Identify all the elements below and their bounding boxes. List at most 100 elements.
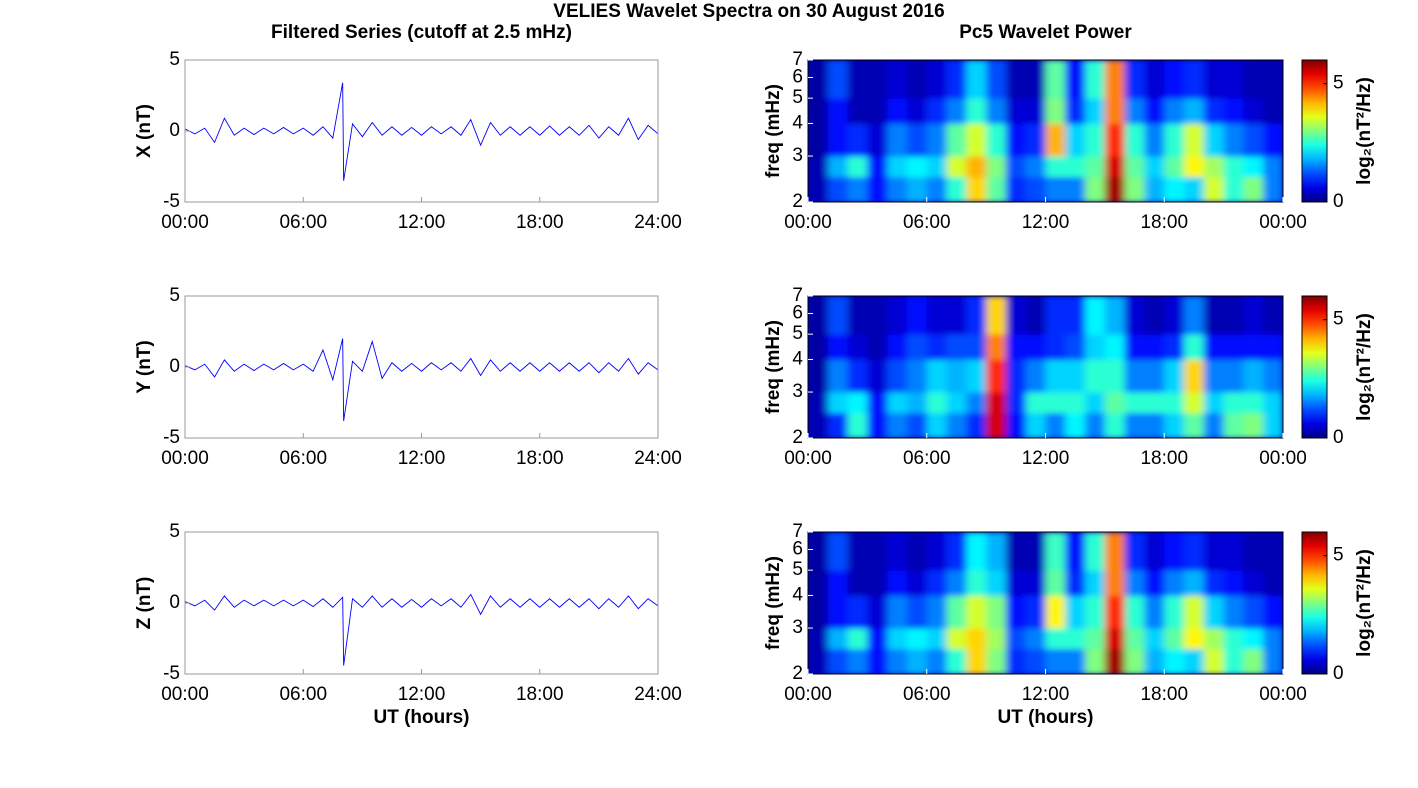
heatmap-cell — [867, 595, 888, 629]
heatmap-cell — [887, 392, 908, 414]
heatmap-cell — [1203, 595, 1225, 629]
plot-area — [185, 60, 658, 202]
heatmap-cell — [887, 412, 908, 438]
heatmap-cell — [926, 334, 948, 360]
heatmap-cell — [1203, 628, 1225, 650]
heatmap-cell — [1124, 296, 1145, 335]
heatmap-cell — [1144, 123, 1165, 157]
heatmap-cell — [1184, 176, 1205, 202]
heatmap-cell — [926, 98, 948, 124]
heatmap-cell — [1065, 648, 1086, 674]
heatmap-cell — [906, 532, 928, 571]
heatmap-cell — [808, 296, 829, 335]
heatmap-cell — [1005, 98, 1027, 124]
x-tick-label: 24:00 — [634, 212, 682, 233]
heatmap-cell — [926, 570, 948, 596]
heatmap-cell — [1164, 156, 1185, 178]
colorbar-label: log₂(nT²/Hz) — [1354, 77, 1375, 185]
heatmap-cell — [1104, 595, 1126, 629]
heatmap-cell — [1223, 392, 1244, 414]
x-tick-label: 00:00 — [161, 448, 209, 469]
heatmap-cell — [1045, 334, 1066, 360]
heatmap-cell — [1263, 532, 1283, 571]
heatmap-cell — [867, 532, 888, 571]
heatmap-cell — [1203, 392, 1225, 414]
heatmap-cell — [946, 296, 967, 335]
heatmap-cell — [906, 296, 928, 335]
heatmap-cell — [1124, 412, 1145, 438]
heatmap-cell — [966, 648, 987, 674]
heatmap-cell — [847, 412, 868, 438]
heatmap-cell — [966, 296, 987, 335]
heatmap-cell — [1104, 60, 1126, 99]
heatmap-cell — [1243, 595, 1264, 629]
x-tick-label: 18:00 — [1140, 448, 1188, 469]
colorbar-label: log₂(nT²/Hz) — [1354, 313, 1375, 421]
heatmap-cell — [1104, 648, 1126, 674]
y-tick-label: 2 — [792, 427, 803, 448]
heatmap-cell — [1045, 156, 1066, 178]
heatmap-cell — [1104, 334, 1126, 360]
heatmap-cell — [1184, 334, 1205, 360]
heatmap-cell — [867, 412, 888, 438]
heatmap-cell — [1164, 648, 1185, 674]
heatmap-cell — [1243, 359, 1264, 393]
heatmap-cell — [1243, 648, 1264, 674]
heatmap-cell — [867, 60, 888, 99]
heatmap-cell — [1243, 628, 1264, 650]
heatmap-cell — [847, 359, 868, 393]
heatmap-cell — [1085, 156, 1106, 178]
heatmap-cell — [906, 628, 928, 650]
heatmap-cell — [867, 176, 888, 202]
y-tick-label: 5 — [169, 49, 180, 70]
signal-line — [184, 82, 659, 181]
y-axis-label: Y (nT) — [134, 340, 155, 393]
heatmap-cell — [1124, 334, 1145, 360]
heatmap-cell — [867, 98, 888, 124]
heatmap-cell — [1045, 176, 1066, 202]
heatmap-cell — [867, 334, 888, 360]
heatmap-cell — [1104, 123, 1126, 157]
heatmap-cell — [827, 570, 849, 596]
heatmap-cell — [1203, 296, 1225, 335]
heatmap-cell — [1124, 60, 1145, 99]
signal-line — [184, 338, 659, 422]
heatmap-cell — [847, 532, 868, 571]
heatmap-cell — [986, 123, 1007, 157]
heatmap-cell — [1203, 60, 1225, 99]
heatmap-cell — [1223, 156, 1244, 178]
heatmap-cell — [827, 392, 849, 414]
heatmap-cell — [1025, 156, 1046, 178]
heatmap-cell — [1243, 156, 1264, 178]
heatmap-cell — [1085, 570, 1106, 596]
heatmap-cell — [847, 628, 868, 650]
heatmap-cell — [966, 412, 987, 438]
heatmap-cell — [1164, 392, 1185, 414]
heatmap-cell — [986, 532, 1007, 571]
heatmap-cell — [1164, 359, 1185, 393]
heatmap-cell — [1164, 98, 1185, 124]
heatmap-cell — [867, 648, 888, 674]
heatmap-cell — [1263, 359, 1283, 393]
heatmap-cell — [1124, 98, 1145, 124]
heatmap-cell — [1025, 570, 1046, 596]
heatmap-cell — [1263, 648, 1283, 674]
heatmap-cell — [1223, 412, 1244, 438]
heatmap-cell — [1104, 176, 1126, 202]
x-tick-label: 12:00 — [398, 684, 446, 705]
heatmap-cell — [986, 412, 1007, 438]
heatmap-cell — [847, 595, 868, 629]
heatmap-cell — [1263, 156, 1283, 178]
heatmap-cell — [1263, 123, 1283, 157]
heatmap-cell — [1124, 392, 1145, 414]
heatmap-cell — [867, 628, 888, 650]
x-tick-label: 24:00 — [634, 448, 682, 469]
heatmap-cell — [1085, 123, 1106, 157]
heatmap-cell — [1124, 156, 1145, 178]
y-tick-label: 0 — [169, 120, 180, 141]
plot-area — [185, 296, 658, 438]
heatmap-cell — [808, 412, 829, 438]
heatmap-cell — [1164, 176, 1185, 202]
y-tick-label: 5 — [792, 559, 803, 580]
y-tick-label: 0 — [169, 592, 180, 613]
